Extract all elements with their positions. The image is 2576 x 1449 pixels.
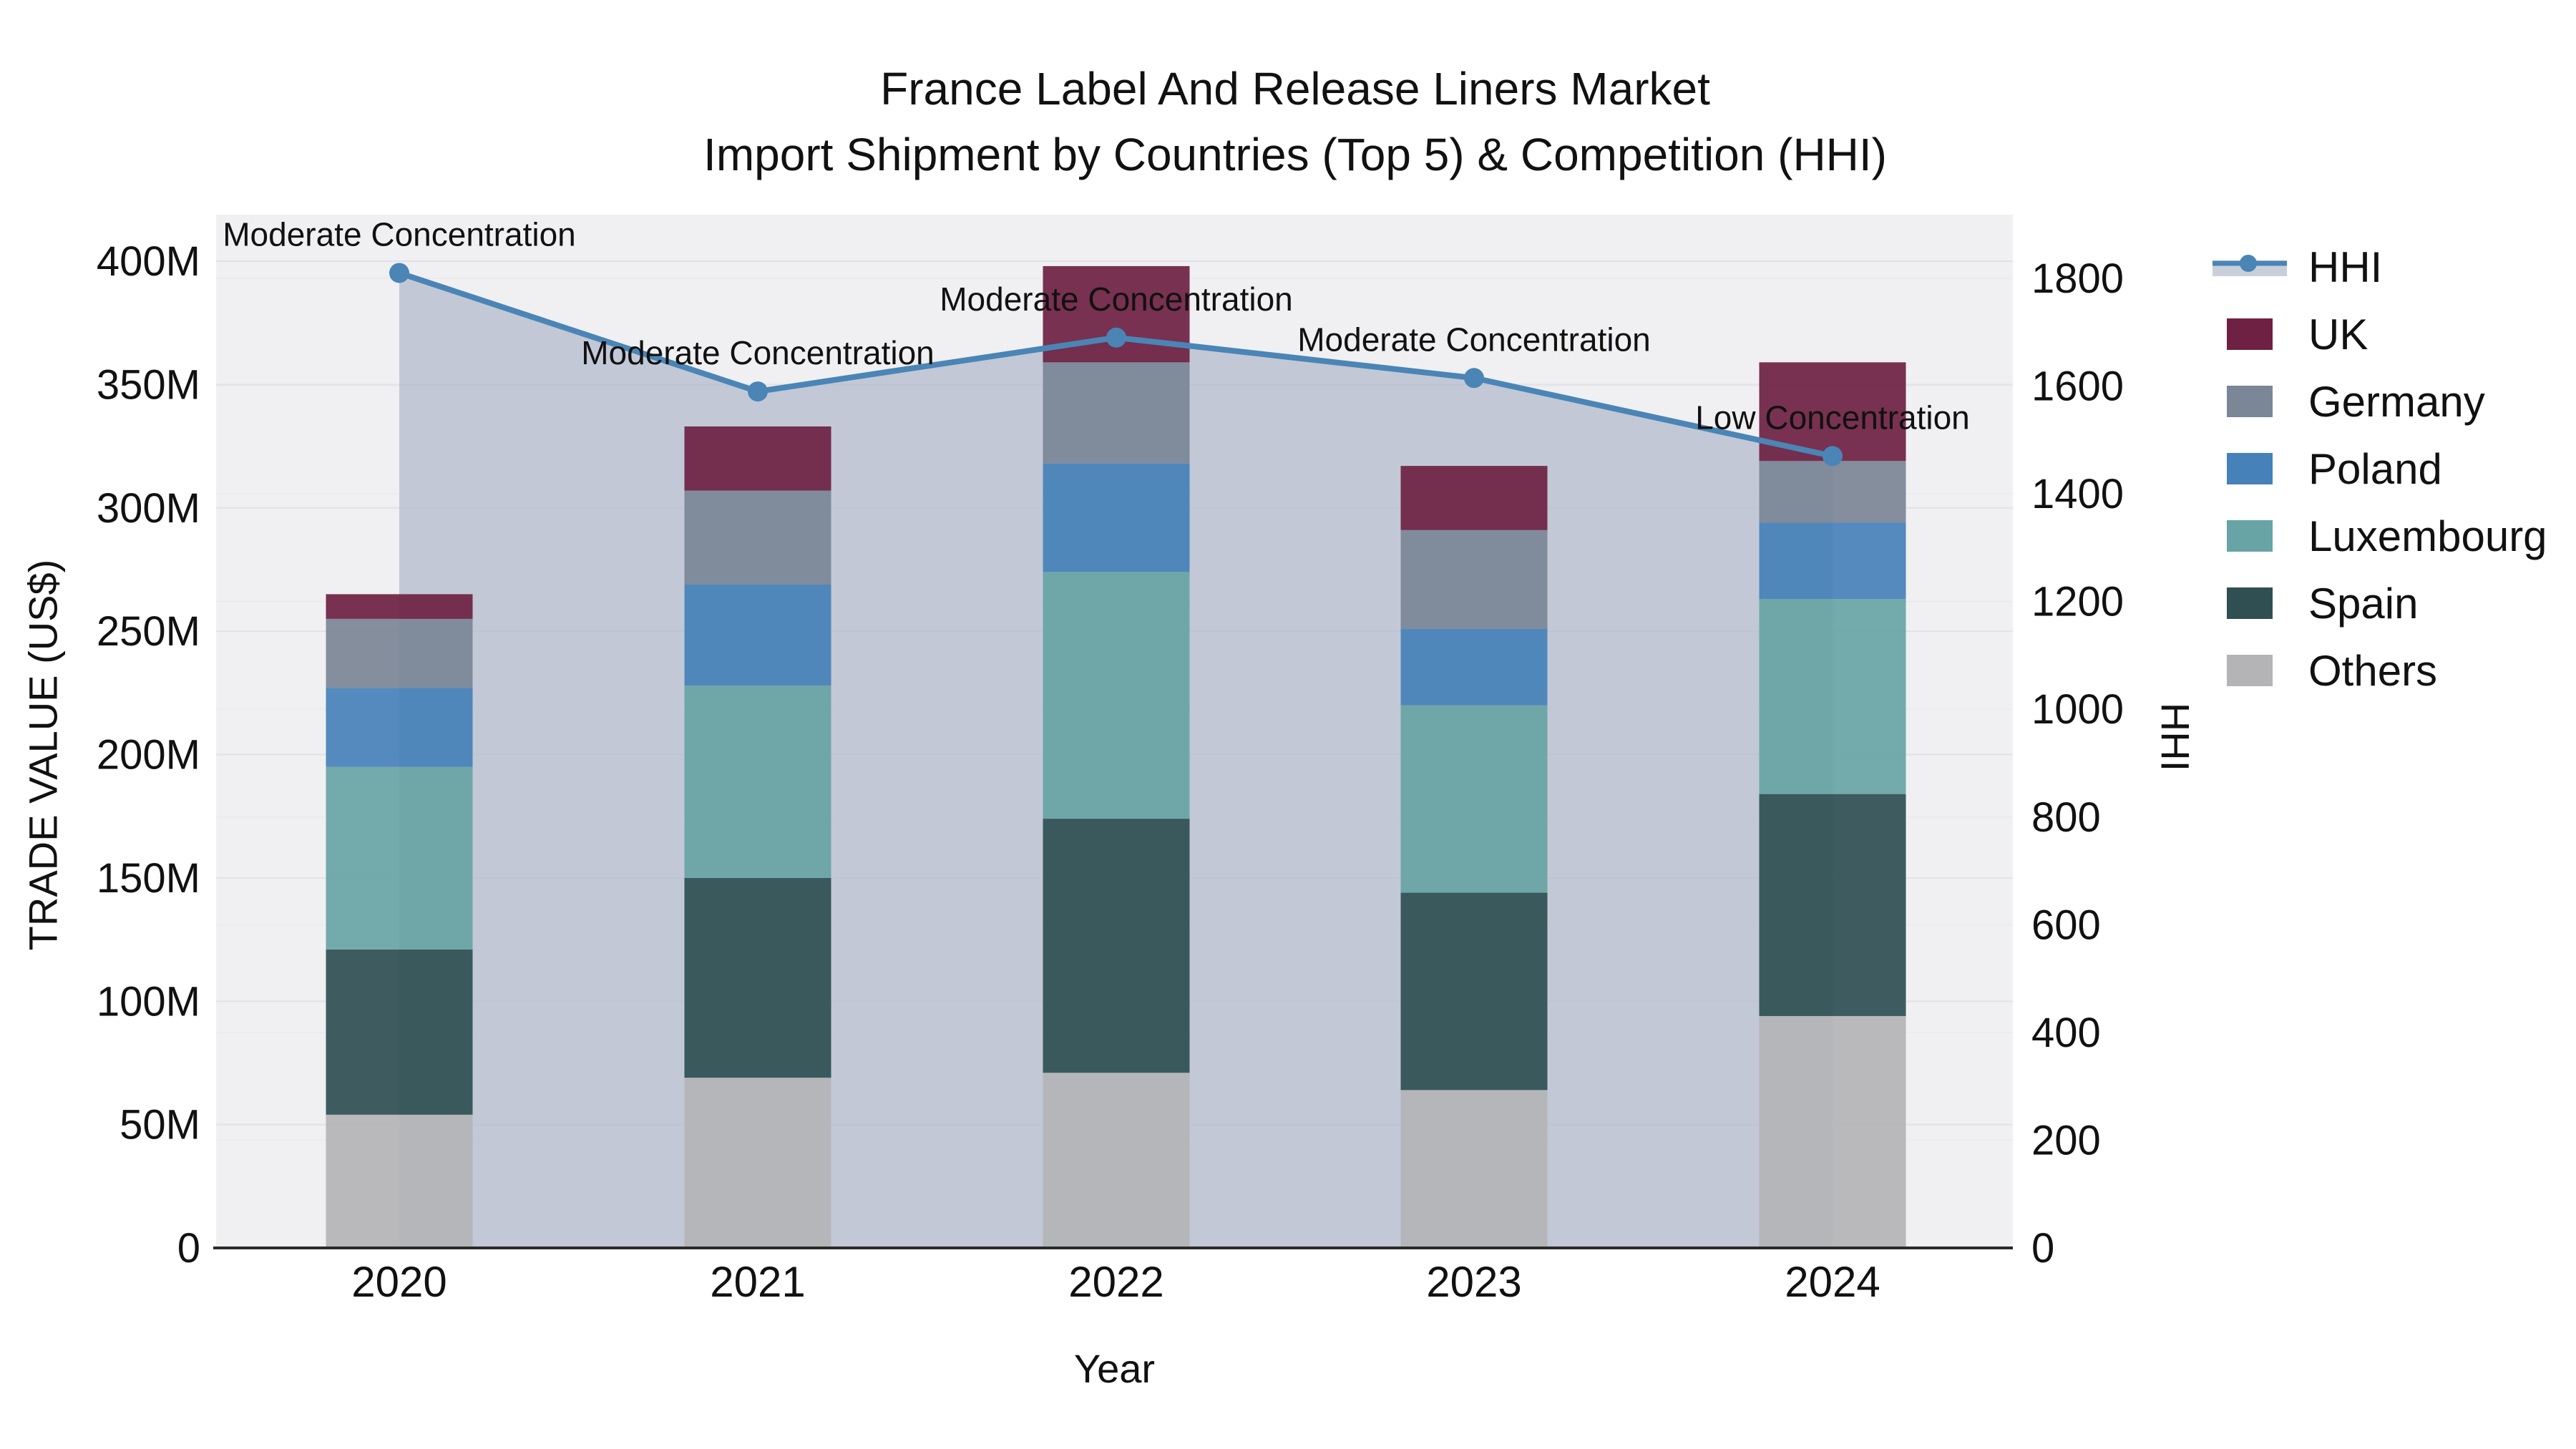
bar-segment-2024-germany[interactable] xyxy=(1759,461,1906,523)
right-tick-label: 1000 xyxy=(2031,686,2124,733)
x-axis-title: Year xyxy=(1073,1346,1156,1391)
legend-swatch-icon xyxy=(2211,318,2290,350)
right-tick-label: 1800 xyxy=(2031,255,2124,302)
x-tick-label-2022: 2022 xyxy=(1068,1258,1163,1306)
x-tick-label-2023: 2023 xyxy=(1426,1258,1521,1306)
bar-segment-2023-germany[interactable] xyxy=(1400,530,1548,629)
bar-segment-2022-spain[interactable] xyxy=(1043,819,1190,1073)
left-tick-label: 150M xyxy=(97,855,200,902)
legend-swatch-icon xyxy=(2211,386,2290,417)
right-tick-label: 0 xyxy=(2031,1225,2054,1272)
hhi-marker-2023[interactable] xyxy=(1464,368,1484,389)
bar-segment-2020-luxembourg[interactable] xyxy=(326,766,473,950)
bar-segment-2022-germany[interactable] xyxy=(1043,362,1190,464)
right-tick-label: 1400 xyxy=(2031,471,2124,517)
bar-segment-2021-germany[interactable] xyxy=(684,490,831,585)
hhi-marker-2022[interactable] xyxy=(1106,327,1126,348)
right-tick-label: 1600 xyxy=(2031,364,2124,410)
bar-segment-2021-poland[interactable] xyxy=(684,584,831,686)
left-tick-label: 200M xyxy=(97,732,200,779)
bar-segment-2024-spain[interactable] xyxy=(1759,794,1906,1016)
legend-swatch-icon xyxy=(2211,655,2290,686)
legend-item-luxembourg[interactable]: Luxembourg xyxy=(2211,502,2547,570)
annotation-2020: Moderate Concentration xyxy=(223,215,576,253)
right-tick-label: 400 xyxy=(2031,1010,2101,1056)
bar-segment-2023-spain[interactable] xyxy=(1400,892,1548,1091)
bar-segment-2024-luxembourg[interactable] xyxy=(1759,599,1906,794)
axes-group: 0 50M 100M 150M 200M 250M 300M 350M 400M 0 200 400 6… xyxy=(97,238,2124,1306)
legend-label: HHI xyxy=(2308,243,2383,291)
bar-segment-2023-others[interactable] xyxy=(1400,1090,1548,1248)
legend-item-germany[interactable]: Germany xyxy=(2211,368,2547,435)
bar-segment-2021-others[interactable] xyxy=(684,1078,831,1248)
bar-segment-2020-uk[interactable] xyxy=(326,594,473,619)
annotation-2021: Moderate Concentration xyxy=(581,334,935,371)
left-tick-label: 300M xyxy=(97,485,200,532)
bars-group[interactable] xyxy=(326,265,1906,1248)
chart-title-line1: France Label And Release Liners Market xyxy=(880,63,1710,114)
bar-segment-2022-luxembourg[interactable] xyxy=(1043,572,1190,819)
hhi-line-legend-icon xyxy=(2211,249,2290,285)
legend-label: Poland xyxy=(2308,444,2442,493)
x-tick-label-2020: 2020 xyxy=(351,1258,447,1306)
legend-item-others[interactable]: Others xyxy=(2211,637,2547,704)
bar-segment-2021-uk[interactable] xyxy=(684,426,831,491)
left-tick-label: 100M xyxy=(97,978,200,1025)
bar-segment-2023-uk[interactable] xyxy=(1400,466,1548,530)
right-tick-label: 200 xyxy=(2031,1117,2101,1163)
left-tick-label: 50M xyxy=(119,1102,200,1148)
hhi-marker-2024[interactable] xyxy=(1823,446,1843,467)
bar-segment-2023-luxembourg[interactable] xyxy=(1400,705,1548,893)
chart-title-line2: Import Shipment by Countries (Top 5) & C… xyxy=(703,129,1887,180)
bar-segment-2020-germany[interactable] xyxy=(326,618,473,688)
annotation-2024: Low Concentration xyxy=(1695,399,1970,436)
left-tick-label: 350M xyxy=(97,361,200,408)
bar-segment-2022-poland[interactable] xyxy=(1043,463,1190,572)
legend-item-spain[interactable]: Spain xyxy=(2211,570,2547,637)
left-tick-label: 0 xyxy=(177,1225,200,1272)
hhi-marker-2021[interactable] xyxy=(748,381,768,402)
annotation-2023: Moderate Concentration xyxy=(1297,321,1651,358)
bar-segment-2024-others[interactable] xyxy=(1759,1015,1906,1248)
legend: HHI UK Germany Poland Luxembourg Spain Others xyxy=(2211,233,2547,704)
legend-swatch-icon xyxy=(2211,453,2290,484)
legend-item-poland[interactable]: Poland xyxy=(2211,435,2547,502)
right-tick-label: 800 xyxy=(2031,794,2101,841)
left-tick-label: 400M xyxy=(97,238,200,285)
right-tick-label: 1200 xyxy=(2031,579,2124,625)
legend-label: Spain xyxy=(2308,579,2419,628)
bar-segment-2022-others[interactable] xyxy=(1043,1073,1190,1248)
bar-segment-2020-poland[interactable] xyxy=(326,688,473,767)
bar-segment-2023-poland[interactable] xyxy=(1400,628,1548,706)
annotation-2022: Moderate Concentration xyxy=(940,280,1293,318)
hhi-line-group[interactable] xyxy=(389,263,1843,467)
legend-item-uk[interactable]: UK xyxy=(2211,301,2547,368)
legend-label: Others xyxy=(2308,646,2438,695)
bar-segment-2020-spain[interactable] xyxy=(326,949,473,1115)
legend-label: UK xyxy=(2308,310,2368,358)
bar-segment-2024-poland[interactable] xyxy=(1759,522,1906,600)
right-tick-label: 600 xyxy=(2031,902,2101,948)
left-tick-label: 250M xyxy=(97,608,200,655)
hhi-marker-2020[interactable] xyxy=(389,263,409,283)
legend-label: Germany xyxy=(2308,377,2485,426)
legend-item-hhi[interactable]: HHI xyxy=(2211,233,2547,301)
bar-segment-2021-luxembourg[interactable] xyxy=(684,685,831,878)
bar-segment-2021-spain[interactable] xyxy=(684,877,831,1078)
legend-swatch-icon xyxy=(2211,587,2290,619)
x-tick-label-2024: 2024 xyxy=(1785,1258,1880,1306)
x-tick-label-2021: 2021 xyxy=(710,1258,805,1306)
legend-swatch-icon xyxy=(2211,520,2290,552)
legend-label: Luxembourg xyxy=(2308,512,2547,560)
bar-segment-2020-others[interactable] xyxy=(326,1114,473,1248)
